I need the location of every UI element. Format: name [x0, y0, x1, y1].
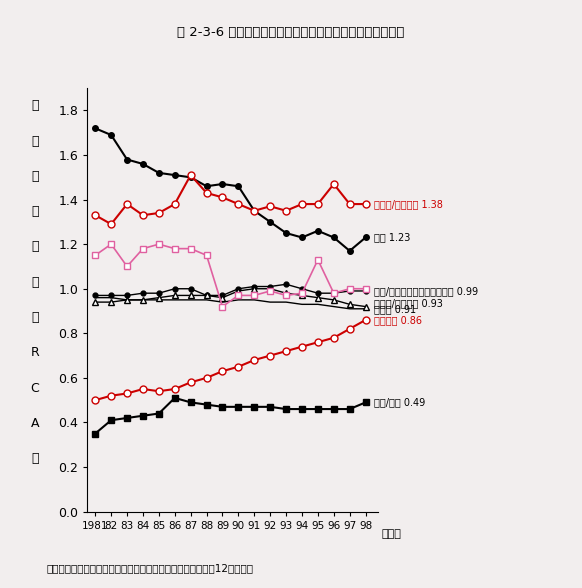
Text: 臨床医学 0.86: 臨床医学 0.86: [374, 315, 422, 325]
Text: 較: 較: [31, 205, 38, 218]
Text: 生物学/生命科学 0.93: 生物学/生命科学 0.93: [374, 298, 443, 308]
Text: 化学 1.23: 化学 1.23: [374, 232, 410, 242]
Text: 位: 位: [31, 276, 38, 289]
Text: 地球/宇宙 0.49: 地球/宇宙 0.49: [374, 397, 425, 407]
Text: ）: ）: [31, 452, 38, 465]
Text: 工学/コンピュータサイエンス 0.99: 工学/コンピュータサイエンス 0.99: [374, 286, 478, 296]
Text: 比: 比: [31, 170, 38, 183]
Text: その他 0.91: その他 0.91: [374, 304, 416, 314]
Text: C: C: [30, 382, 40, 395]
Text: 物理学/材料科学 1.38: 物理学/材料科学 1.38: [374, 199, 443, 209]
Text: 第 2-3-6 図　分野別の我が国の論文の相対比較優位の推移: 第 2-3-6 図 分野別の我が国の論文の相対比較優位の推移: [178, 26, 404, 39]
Text: （年）: （年）: [381, 529, 402, 539]
Text: 資料：科学技術庁科学技術政策研究所「科学技術指標（平成12年版）」: 資料：科学技術庁科学技術政策研究所「科学技術指標（平成12年版）」: [47, 563, 254, 573]
Text: 相: 相: [31, 99, 38, 112]
Text: A: A: [31, 417, 39, 430]
Text: （: （: [31, 311, 38, 324]
Text: R: R: [30, 346, 40, 359]
Text: 対: 対: [31, 135, 38, 148]
Text: 優: 優: [31, 240, 38, 253]
